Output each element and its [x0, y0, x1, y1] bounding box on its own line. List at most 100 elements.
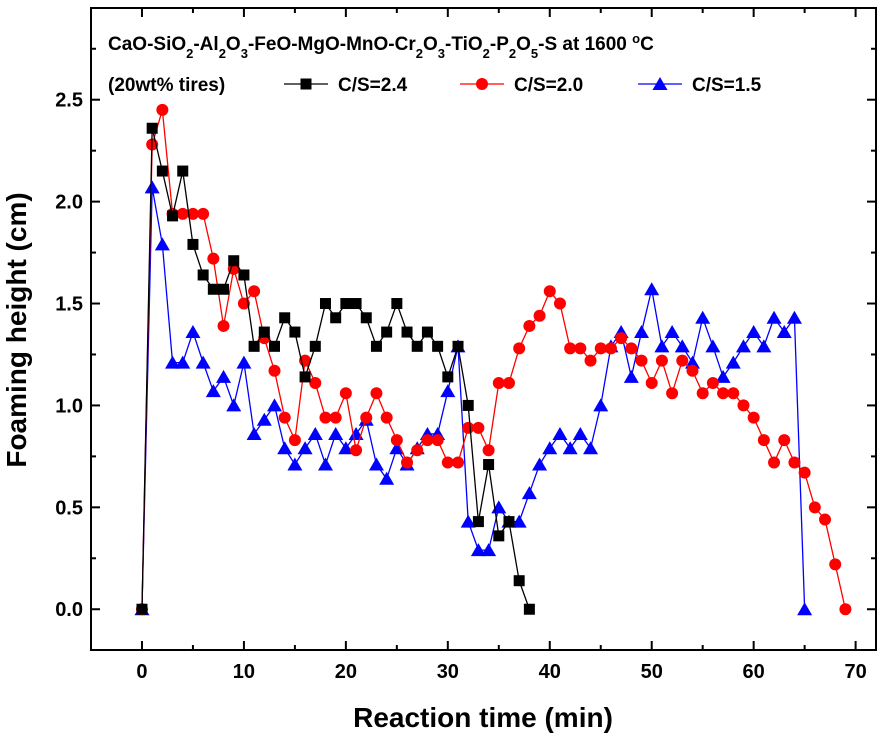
data-point: [482, 444, 495, 457]
data-point: [432, 340, 444, 352]
data-point: [279, 312, 291, 324]
chart-title-line2: (20wt% tires): [108, 75, 225, 96]
legend-marker: [476, 78, 488, 90]
data-point: [136, 603, 148, 615]
title-fragment: O: [226, 34, 241, 55]
data-point: [258, 326, 270, 338]
data-point: [440, 384, 456, 398]
data-point: [695, 310, 711, 324]
data-point: [644, 282, 660, 296]
data-point: [747, 411, 760, 424]
data-point: [655, 354, 668, 367]
x-tick-label: 60: [743, 661, 765, 683]
data-point: [246, 426, 262, 440]
title-fragment: -P: [490, 34, 509, 55]
chart-title-line1: CaO-SiO2-Al2O3-FeO-MgO-MnO-Cr2O3-TiO2-P2…: [108, 31, 654, 61]
data-point: [421, 326, 433, 338]
data-point: [523, 603, 535, 615]
x-tick-label: 50: [641, 661, 663, 683]
data-point: [319, 298, 331, 310]
data-point: [144, 180, 160, 194]
data-point: [768, 456, 781, 469]
title-fragment: O: [516, 34, 531, 55]
data-point: [360, 312, 372, 324]
data-point: [839, 603, 852, 616]
x-tick-label: 0: [136, 661, 147, 683]
title-fragment: -Al: [193, 34, 218, 55]
data-point: [256, 412, 272, 426]
data-point: [390, 434, 403, 447]
data-point: [381, 326, 393, 338]
data-point: [462, 421, 475, 434]
data-point: [635, 354, 648, 367]
data-point: [625, 342, 638, 355]
data-point: [808, 501, 821, 514]
data-point: [552, 426, 568, 440]
data-point: [746, 325, 762, 339]
title-fragment: -TiO: [445, 34, 483, 55]
data-point: [776, 325, 792, 339]
data-point: [572, 426, 588, 440]
y-tick-label: 0.5: [55, 497, 83, 519]
data-point: [328, 426, 344, 440]
data-point: [604, 342, 617, 355]
data-point: [287, 457, 303, 471]
legend-item: C/S=2.0: [460, 75, 583, 96]
data-point: [185, 325, 201, 339]
data-point: [329, 411, 342, 424]
data-point: [523, 319, 536, 332]
data-point: [217, 319, 230, 332]
data-point: [634, 325, 650, 339]
title-fragment: 2: [219, 46, 226, 61]
data-point: [370, 340, 382, 352]
series-layer: [134, 103, 852, 616]
data-point: [156, 165, 168, 177]
legend-label: C/S=2.4: [338, 75, 408, 96]
data-point: [574, 342, 587, 355]
data-point: [645, 377, 658, 390]
data-point: [307, 426, 323, 440]
data-point: [411, 340, 423, 352]
data-point: [268, 364, 281, 377]
data-point: [218, 283, 230, 295]
data-point: [167, 210, 179, 222]
y-axis-title: Foaming height (cm): [1, 192, 32, 467]
data-point: [513, 575, 525, 587]
data-point: [664, 325, 680, 339]
data-point: [207, 252, 220, 265]
data-point: [543, 285, 556, 298]
data-point: [798, 466, 811, 479]
title-fragment: 3: [438, 46, 445, 61]
x-tick-label: 40: [539, 661, 561, 683]
legend-label: C/S=2.0: [514, 75, 583, 96]
data-point: [195, 355, 211, 369]
data-point: [735, 339, 751, 353]
data-point: [309, 340, 321, 352]
data-point: [686, 364, 699, 377]
data-point: [207, 283, 219, 295]
data-point: [146, 122, 158, 134]
data-point: [737, 399, 750, 412]
data-point: [674, 339, 690, 353]
data-point: [216, 369, 232, 383]
data-point: [175, 355, 191, 369]
title-fragment: o: [632, 31, 640, 46]
data-point: [350, 298, 362, 310]
data-point: [330, 312, 342, 324]
legend-marker: [300, 78, 312, 90]
data-point: [472, 516, 484, 528]
data-point: [705, 339, 721, 353]
data-point: [521, 486, 537, 500]
data-point: [165, 355, 181, 369]
title-fragment: O: [423, 34, 438, 55]
data-point: [317, 457, 333, 471]
data-point: [228, 255, 240, 267]
data-point: [442, 371, 454, 383]
y-tick-label: 0.0: [55, 599, 83, 621]
data-point: [564, 342, 577, 355]
data-point: [197, 207, 210, 220]
data-point: [186, 207, 199, 220]
data-point: [470, 543, 486, 557]
series-C/S=1.5: [134, 180, 813, 616]
data-point: [226, 398, 242, 412]
